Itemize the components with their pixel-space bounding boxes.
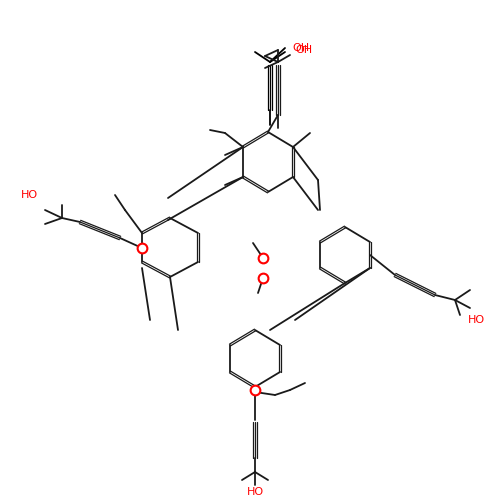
Text: OH: OH	[292, 43, 309, 53]
Text: HO: HO	[21, 190, 38, 200]
Text: O: O	[139, 244, 145, 252]
Text: OH: OH	[295, 45, 312, 55]
Text: O: O	[260, 254, 266, 262]
Text: HO: HO	[468, 315, 485, 325]
Text: HO: HO	[246, 487, 264, 497]
Text: O: O	[252, 386, 258, 394]
Text: O: O	[260, 274, 266, 282]
